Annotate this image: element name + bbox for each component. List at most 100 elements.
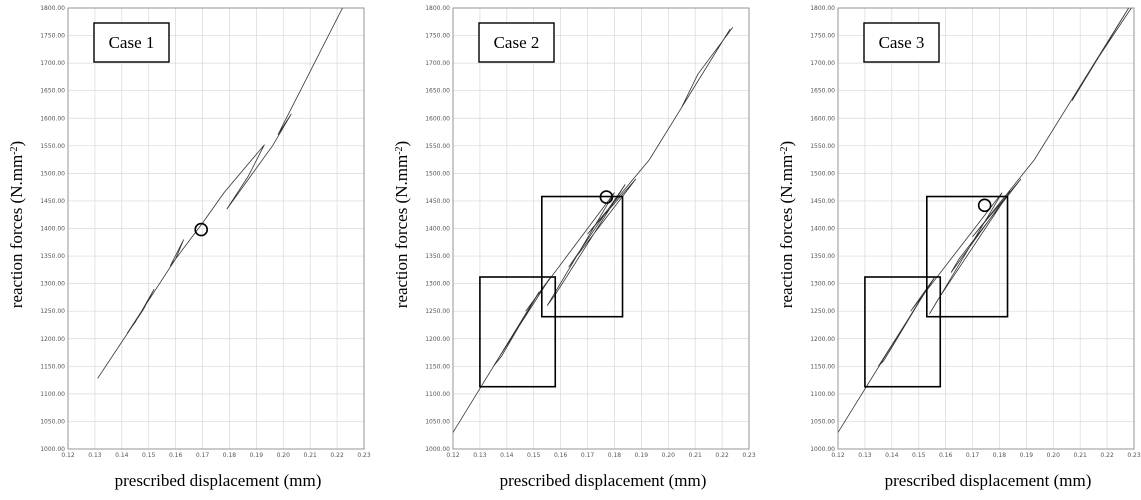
case-label: Case 2 (494, 33, 540, 52)
y-axis-label-end: ) (392, 141, 411, 147)
x-tick-label: 0.12 (61, 452, 75, 459)
x-axis-label: prescribed displacement (mm) (500, 471, 707, 490)
x-axis-label: prescribed displacement (mm) (885, 471, 1092, 490)
y-tick-label: 1750.00 (810, 33, 835, 40)
chart-svg: 0.12 0.13 0.14 0.15 0.16 0.17 0.18 0.19 0.20 0.21… (777, 5, 1141, 490)
y-tick-label: 1250.00 (425, 308, 450, 315)
y-tick-label: 1000.00 (425, 446, 450, 453)
y-axis-label: reaction forces (N.mm-2) (392, 141, 411, 308)
y-tick-label: 1100.00 (810, 391, 835, 398)
x-tick-label: 0.15 (912, 452, 926, 459)
circle-marker (194, 222, 208, 237)
x-tick-label: 0.22 (1100, 452, 1114, 459)
y-tick-label: 1150.00 (40, 363, 65, 370)
case-label-box (863, 22, 940, 63)
x-tick-label: 0.19 (250, 452, 264, 459)
series-line (838, 8, 1132, 433)
y-axis-label-end: ) (777, 141, 796, 147)
y-tick-label: 1200.00 (810, 336, 835, 343)
y-axis-label-sup: -2 (779, 146, 790, 154)
y-tick-label: 1700.00 (40, 60, 65, 67)
y-tick-label: 1650.00 (40, 88, 65, 95)
y-tick-label: 1350.00 (425, 253, 450, 260)
x-tick-label: 0.23 (742, 452, 756, 459)
y-tick-label: 1000.00 (810, 446, 835, 453)
highlight-box (864, 276, 942, 388)
y-axis-label-main: reaction forces (N.mm (777, 155, 796, 308)
highlight-box (479, 276, 557, 388)
y-tick-label: 1150.00 (425, 363, 450, 370)
x-tick-label: 0.20 (277, 452, 291, 459)
y-axis-label-main: reaction forces (N.mm (7, 155, 26, 308)
y-tick-label: 1200.00 (40, 336, 65, 343)
x-tick-label: 0.18 (608, 452, 622, 459)
y-tick-label: 1800.00 (40, 5, 65, 12)
y-tick-label: 1700.00 (425, 60, 450, 67)
circle-marker (599, 190, 614, 204)
x-tick-label: 0.18 (223, 452, 237, 459)
y-tick-label: 1250.00 (810, 308, 835, 315)
y-tick-label: 1050.00 (810, 418, 835, 425)
y-tick-label: 1600.00 (425, 115, 450, 122)
x-tick-label: 0.23 (1127, 452, 1141, 459)
y-tick-label: 1350.00 (40, 253, 65, 260)
x-tick-label: 0.20 (1047, 452, 1061, 459)
x-tick-label: 0.17 (196, 452, 210, 459)
highlight-box (926, 195, 1009, 318)
y-tick-label: 1300.00 (425, 281, 450, 288)
y-tick-label: 1550.00 (810, 143, 835, 150)
x-tick-label: 0.22 (330, 452, 344, 459)
chart-panel-case-3: 0.12 0.13 0.14 0.15 0.16 0.17 0.18 0.19 0.20 0.21… (770, 0, 1141, 495)
y-tick-label: 1500.00 (810, 170, 835, 177)
x-tick-label: 0.14 (885, 452, 899, 459)
x-tick-label: 0.20 (662, 452, 676, 459)
x-tick-label: 0.23 (357, 452, 371, 459)
x-axis-label: prescribed displacement (mm) (115, 471, 322, 490)
y-tick-label: 1450.00 (425, 198, 450, 205)
y-tick-label: 1150.00 (810, 363, 835, 370)
y-tick-label: 1050.00 (425, 418, 450, 425)
y-tick-label: 1300.00 (40, 281, 65, 288)
x-tick-label: 0.13 (88, 452, 102, 459)
y-tick-label: 1750.00 (40, 33, 65, 40)
x-tick-label: 0.21 (1074, 452, 1088, 459)
y-axis-label-main: reaction forces (N.mm (392, 155, 411, 308)
x-tick-label: 0.19 (635, 452, 649, 459)
x-tick-label: 0.19 (1020, 452, 1034, 459)
case-label-box (478, 22, 555, 63)
y-axis-label: reaction forces (N.mm-2) (777, 141, 796, 308)
y-tick-label: 1600.00 (40, 115, 65, 122)
plot-border (837, 7, 1135, 450)
y-tick-label: 1500.00 (40, 170, 65, 177)
y-tick-label: 1400.00 (810, 226, 835, 233)
chart-panel-case-1: 0.12 0.13 0.14 0.15 0.16 0.17 0.18 0.19 0.20 0.21… (0, 0, 380, 495)
y-tick-label: 1300.00 (810, 281, 835, 288)
chart-svg: 0.12 0.13 0.14 0.15 0.16 0.17 0.18 0.19 0.20 0.21… (392, 5, 756, 490)
x-tick-label: 0.17 (581, 452, 595, 459)
y-axis-label: reaction forces (N.mm-2) (7, 141, 26, 308)
y-tick-label: 1100.00 (40, 391, 65, 398)
y-tick-label: 1250.00 (40, 308, 65, 315)
case-label-box (93, 22, 170, 63)
y-tick-label: 1700.00 (810, 60, 835, 67)
x-tick-label: 0.21 (689, 452, 703, 459)
x-tick-label: 0.13 (858, 452, 872, 459)
y-tick-label: 1800.00 (425, 5, 450, 12)
y-axis-label-sup: -2 (9, 146, 20, 154)
y-tick-label: 1450.00 (810, 198, 835, 205)
x-tick-label: 0.21 (304, 452, 318, 459)
x-tick-label: 0.14 (115, 452, 129, 459)
y-tick-label: 1550.00 (40, 143, 65, 150)
y-tick-label: 1200.00 (425, 336, 450, 343)
x-tick-label: 0.16 (169, 452, 183, 459)
x-tick-label: 0.13 (473, 452, 487, 459)
circle-marker (977, 198, 992, 213)
x-tick-label: 0.22 (715, 452, 729, 459)
x-tick-label: 0.12 (831, 452, 845, 459)
y-tick-label: 1600.00 (810, 115, 835, 122)
y-tick-label: 1050.00 (40, 418, 65, 425)
case-label: Case 1 (109, 33, 155, 52)
y-tick-label: 1400.00 (425, 226, 450, 233)
highlight-box (541, 195, 624, 318)
y-tick-label: 1650.00 (425, 88, 450, 95)
